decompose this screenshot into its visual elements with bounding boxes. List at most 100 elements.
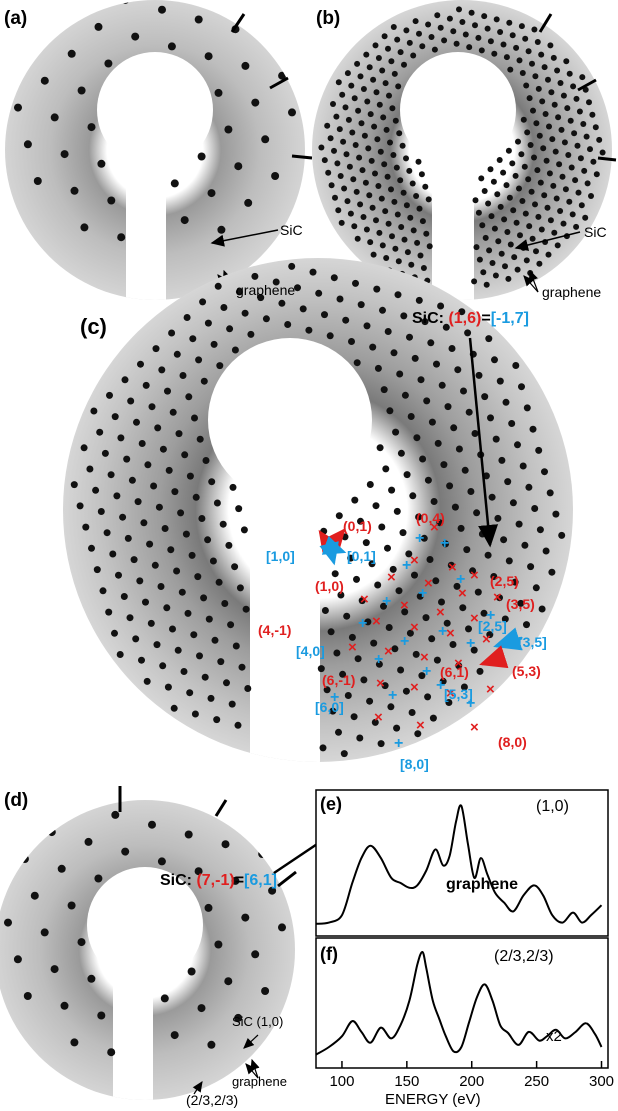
diffraction-spot: [557, 208, 564, 214]
diffraction-spot: [177, 509, 185, 517]
diffraction-spot: [464, 329, 472, 337]
diffraction-spot: [433, 656, 441, 664]
diffraction-spot: [242, 605, 250, 613]
diffraction-spot: [238, 663, 246, 671]
diffraction-spot: [178, 588, 186, 596]
diffraction-spot: [515, 138, 521, 145]
diffraction-spot: [189, 335, 197, 343]
diffraction-spot: [503, 54, 510, 61]
diffraction-spot: [379, 306, 386, 314]
diffraction-spot: [484, 25, 491, 32]
blue-index-label: [1,0]: [266, 548, 295, 564]
diffraction-spot: [415, 158, 422, 165]
leed-pattern-c: ×× × ×× ×× ×× × × ×× × × ×× × × ×× × × ×× × ×+ +++++++ ++ +++…: [63, 258, 573, 879]
diffraction-spot: [516, 185, 522, 192]
diffraction-spot: [451, 503, 459, 511]
diffraction-spot: [67, 901, 76, 910]
diffraction-spot: [395, 83, 402, 90]
diffraction-spot: [92, 486, 100, 494]
diffraction-spot: [457, 524, 465, 532]
diffraction-spot: [70, 481, 78, 489]
diffraction-spot: [588, 193, 594, 199]
diffraction-spot: [376, 101, 383, 108]
diffraction-spot: [278, 299, 286, 307]
diffraction-spot: [519, 198, 526, 204]
diffraction-spot: [500, 169, 507, 176]
sic-spot-marker: ×: [384, 643, 393, 660]
diffraction-spot: [157, 857, 166, 866]
diffraction-spot: [509, 160, 516, 167]
edge-marker: [597, 156, 617, 162]
diffraction-spot: [390, 152, 397, 158]
diffraction-spot: [107, 1048, 116, 1057]
diffraction-spot: [563, 58, 570, 65]
diffraction-spot: [231, 876, 240, 885]
diffraction-spot: [309, 268, 317, 276]
diffraction-spot: [472, 22, 478, 29]
diffraction-spot: [197, 152, 206, 161]
diffraction-spot: [346, 163, 353, 170]
diffraction-spot: [194, 867, 203, 876]
diffraction-spot: [130, 556, 138, 564]
diffraction-spot: [47, 828, 56, 837]
diffraction-spot: [86, 465, 94, 473]
red-index-label: (4,-1): [258, 622, 292, 638]
diffraction-spot: [419, 455, 427, 463]
sic-spot-marker: ×: [410, 552, 419, 569]
diffraction-spot: [370, 639, 378, 647]
diffraction-spot: [542, 111, 549, 117]
callout-equals: =: [234, 872, 245, 889]
diffraction-spot: [363, 322, 371, 330]
diffraction-spot: [521, 163, 528, 170]
diffraction-spot: [472, 197, 479, 204]
diffraction-spot: [197, 1004, 206, 1013]
diffraction-spot: [479, 222, 486, 229]
diffraction-spot: [428, 34, 435, 40]
red-index-label: (5,3): [512, 663, 541, 679]
diffraction-spot: [552, 510, 560, 518]
diffraction-spot: [471, 430, 479, 437]
diffraction-spot: [428, 418, 436, 426]
diffraction-spot: [532, 201, 538, 208]
diffraction-spot: [522, 35, 529, 42]
diffraction-spot: [593, 171, 600, 178]
graphene-spot-marker: +: [486, 607, 495, 624]
diffraction-spot: [542, 547, 550, 555]
diffraction-spot: [533, 248, 539, 255]
diffraction-spot: [396, 370, 404, 378]
diffraction-spot: [504, 229, 511, 235]
diffraction-spot: [545, 251, 552, 258]
diffraction-spot: [142, 598, 149, 606]
diffraction-spot: [512, 362, 520, 369]
panel-label-e: (e): [320, 794, 342, 814]
diffraction-spot: [409, 492, 417, 500]
panel-label-c: (c): [80, 314, 107, 339]
diffraction-spot: [394, 211, 401, 218]
diffraction-spot: [77, 938, 86, 947]
diffraction-spot: [115, 571, 122, 579]
diffraction-spot: [14, 103, 22, 112]
diffraction-spot: [460, 387, 467, 395]
diffraction-spot: [221, 840, 230, 849]
diffraction-spot: [406, 167, 413, 174]
diffraction-spot: [426, 243, 433, 250]
diffraction-spot: [559, 173, 566, 180]
diffraction-spot: [505, 557, 513, 565]
diffraction-spot: [343, 612, 351, 620]
diffraction-spot: [158, 366, 166, 374]
diffraction-spot: [478, 47, 485, 54]
diffraction-spot: [473, 509, 481, 517]
diffraction-spot: [90, 407, 98, 415]
diffraction-spot: [467, 488, 475, 495]
diffraction-spot: [136, 577, 144, 585]
diffraction-spot: [513, 219, 520, 226]
diffraction-spot: [428, 635, 436, 643]
diffraction-spot: [143, 677, 151, 685]
callout-blue-index: [-1,7]: [490, 310, 529, 327]
diffraction-spot: [556, 161, 563, 168]
red-index-label: (0,4): [416, 510, 445, 526]
diffraction-spot: [384, 328, 392, 335]
diffraction-spot: [353, 575, 360, 583]
diffraction-spot: [473, 244, 480, 251]
diffraction-spot: [223, 679, 230, 687]
